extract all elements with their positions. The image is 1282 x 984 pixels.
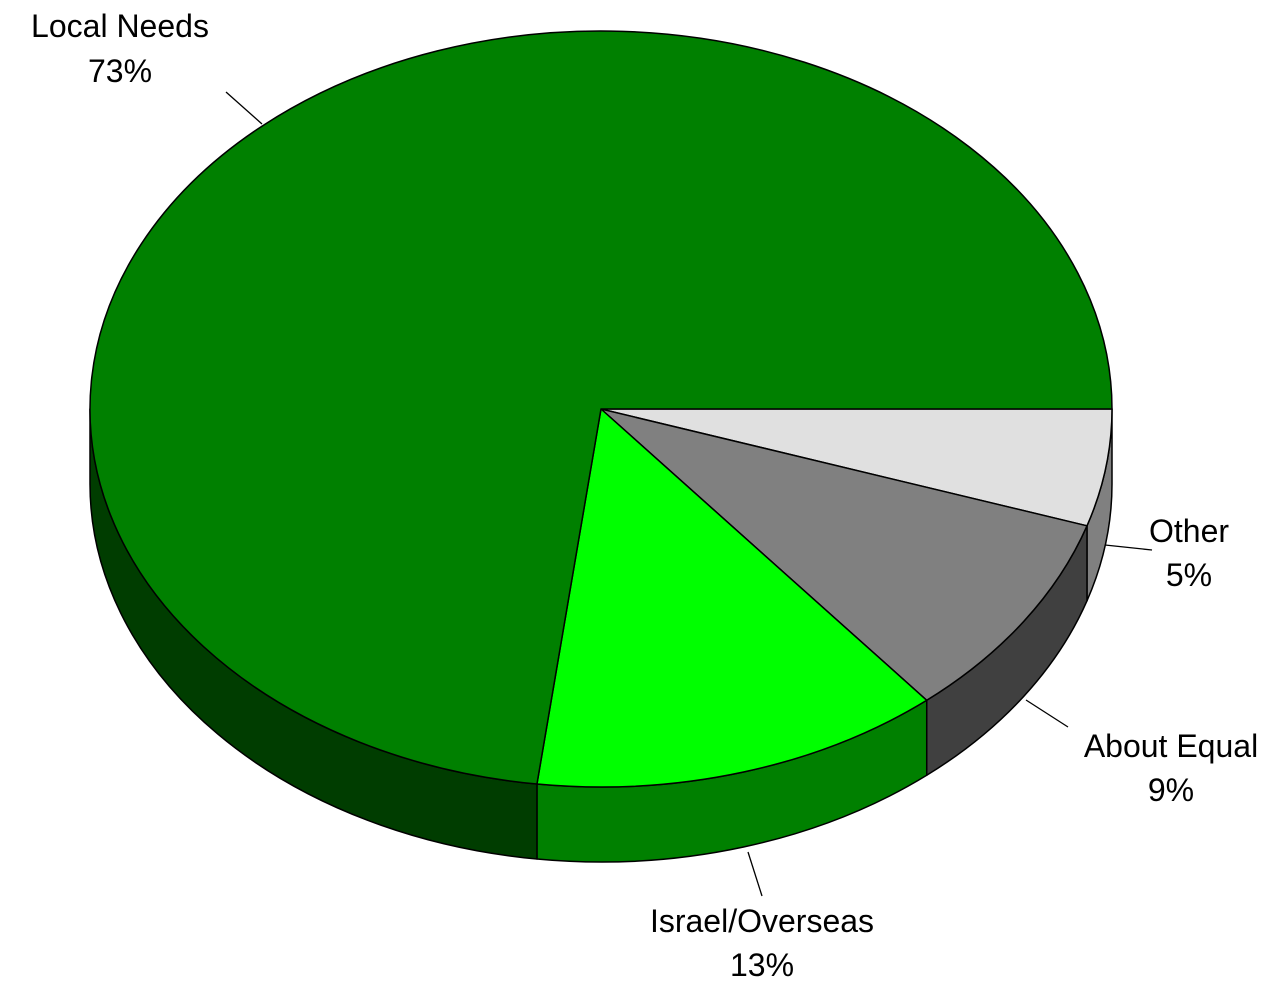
pie-slice-about-equal [600,408,1088,702]
slice-name-other: Other [1149,513,1229,549]
slice-label-other: Other 5% [1104,513,1229,593]
slice-name-israel-overseas: Israel/Overseas [650,903,874,939]
pie-sides [89,408,1113,863]
pie-slice-local-needs [89,30,1113,785]
pie-tops [89,30,1113,788]
slice-value-other: 5% [1166,557,1212,593]
slice-value-about-equal: 9% [1148,772,1194,808]
pie-slice-israel-overseas [536,408,928,788]
slice-name-local-needs: Local Needs [31,8,209,44]
slice-name-about-equal: About Equal [1084,728,1258,764]
slice-label-local-needs: Local Needs 73% [31,8,263,125]
leader-line-about-equal [1025,699,1069,728]
slice-label-israel-overseas: Israel/Overseas 13% [650,851,874,983]
slice-value-israel-overseas: 13% [730,947,794,983]
leader-line-other [1104,544,1153,551]
slice-value-local-needs: 73% [88,53,152,89]
pie-slice-other [600,408,1113,527]
leader-line-local-needs [225,91,263,125]
slice-label-about-equal: About Equal 9% [1025,699,1258,808]
leader-line-israel-overseas [747,851,763,897]
